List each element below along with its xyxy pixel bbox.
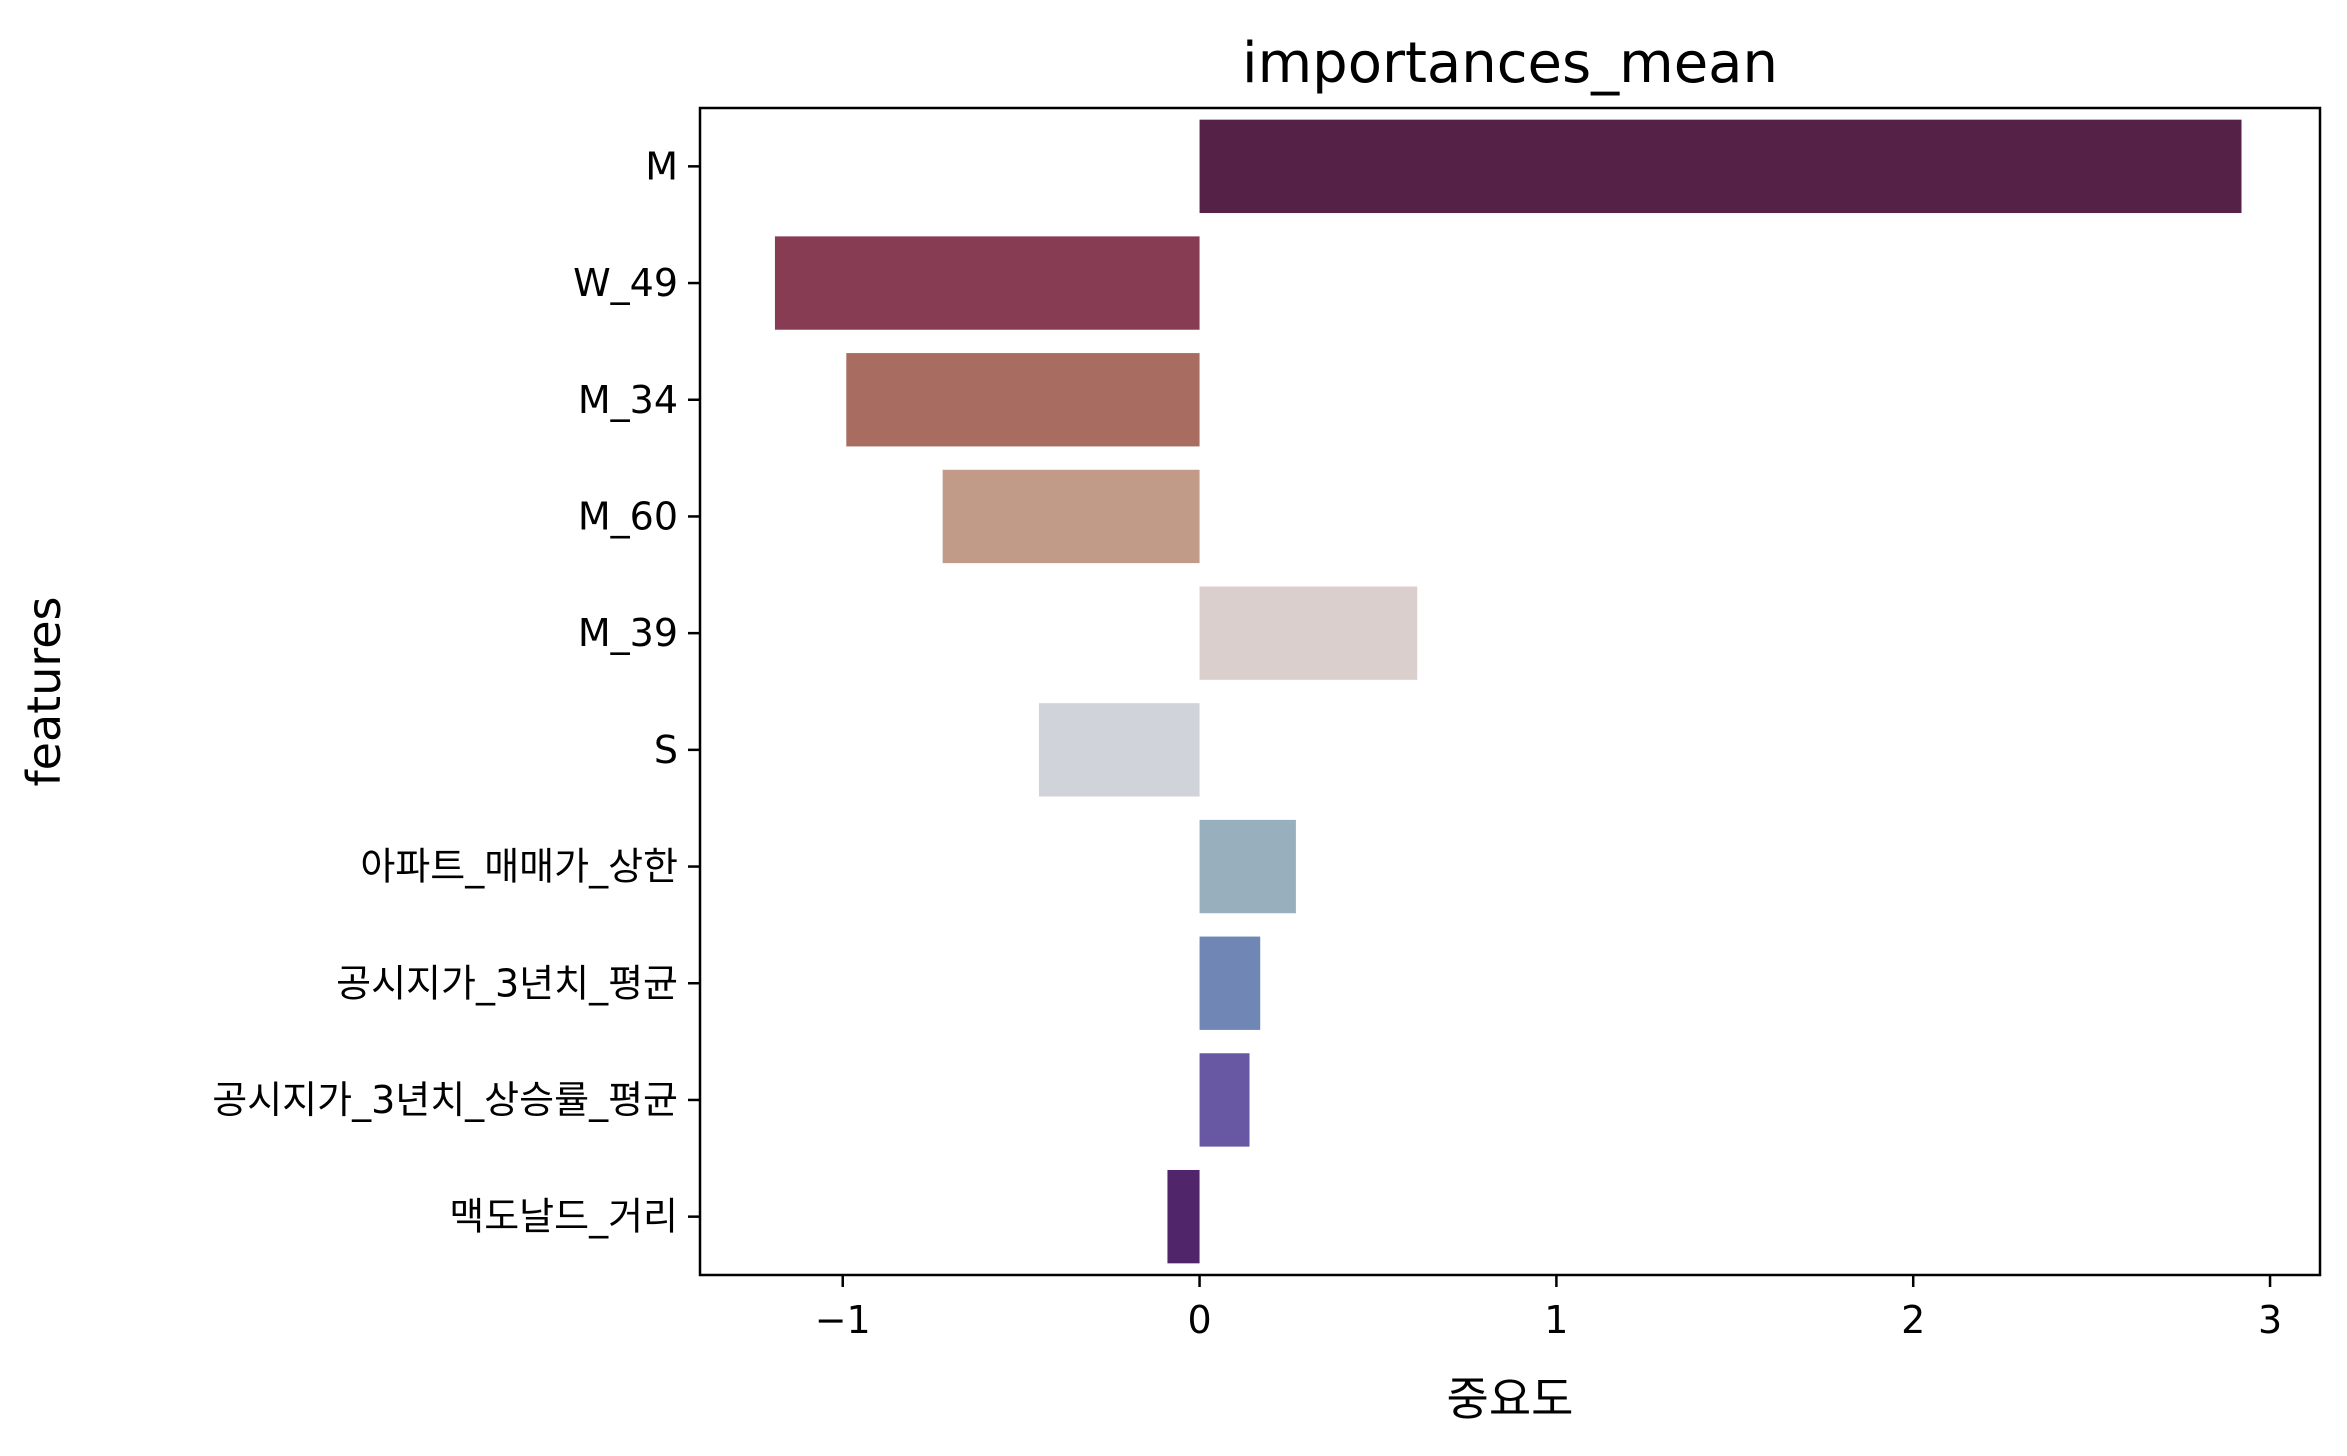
- y-tick-label: 맥도날드_거리: [449, 1195, 678, 1239]
- bar-7: [1199, 936, 1261, 1030]
- y-tick-label: M_39: [578, 611, 678, 655]
- x-tick-label: 2: [1901, 1298, 1925, 1342]
- bar-5: [1038, 703, 1200, 797]
- x-axis-ticks: −1 0 1 2 3: [815, 1275, 2282, 1342]
- y-tick-label: M_60: [578, 494, 678, 538]
- bar-2: [846, 353, 1200, 447]
- bars-layer: [774, 119, 2242, 1264]
- bar-3: [942, 469, 1200, 564]
- x-tick-label: −1: [815, 1298, 871, 1342]
- bar-8: [1199, 1053, 1250, 1147]
- bar-9: [1167, 1169, 1200, 1264]
- y-tick-label: W_49: [573, 261, 678, 305]
- y-tick-label: 아파트_매매가_상한: [360, 845, 678, 889]
- y-tick-label: S: [654, 728, 678, 772]
- x-tick-label: 1: [1544, 1298, 1568, 1342]
- y-axis-title: features: [17, 596, 71, 786]
- x-axis-title: 중요도: [1447, 1372, 1574, 1426]
- y-tick-label: 공시지가_3년치_상승률_평균: [212, 1078, 678, 1122]
- bar-0: [1199, 119, 2242, 214]
- y-axis-ticks: M W_49 M_34 M_60 M_39 S 아파트_매매가_상한공시지가_3년치_평균공…: [212, 144, 700, 1239]
- plot-area-frame: [698, 106, 2322, 1277]
- chart-title: importances_mean: [1242, 31, 1778, 96]
- bar-4: [1199, 586, 1418, 680]
- y-tick-label: M_34: [578, 378, 678, 422]
- bar-1: [774, 236, 1200, 330]
- y-tick-label: 공시지가_3년치_평균: [336, 961, 678, 1005]
- y-tick-label: M: [645, 144, 678, 188]
- x-tick-label: 0: [1187, 1298, 1211, 1342]
- bar-6: [1199, 819, 1296, 914]
- x-tick-label: 3: [2258, 1298, 2282, 1342]
